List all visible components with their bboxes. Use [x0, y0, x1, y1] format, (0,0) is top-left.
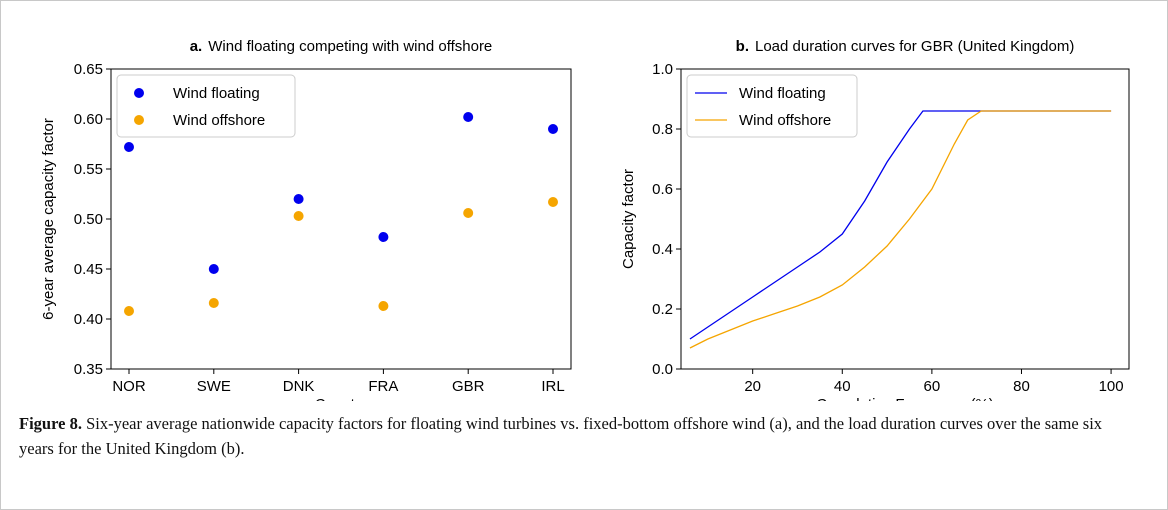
x-tick-label: DNK — [283, 378, 315, 395]
point — [548, 124, 558, 134]
chart-title: b. Load duration curves for GBR (United K… — [736, 38, 1075, 55]
caption-label: Figure 8. — [19, 414, 82, 433]
x-tick-label: 20 — [744, 378, 761, 395]
y-tick-label: 0.60 — [74, 111, 103, 128]
point — [548, 197, 558, 207]
legend-label: Wind offshore — [173, 112, 265, 129]
caption-text: Six-year average nationwide capacity fac… — [19, 414, 1103, 458]
line — [689, 110, 1112, 340]
y-tick-label: 0.55 — [74, 161, 103, 178]
y-tick-label: 0.4 — [652, 241, 673, 258]
line — [689, 110, 1112, 349]
legend-box — [116, 74, 296, 138]
x-tick-label: NOR — [112, 378, 146, 395]
y-tick-label: 0.35 — [74, 361, 103, 378]
y-tick-label: 0.0 — [652, 361, 673, 378]
y-tick-label: 0.8 — [652, 121, 673, 138]
point — [293, 211, 304, 221]
point — [463, 208, 474, 218]
y-tick-label: 0.50 — [74, 211, 103, 228]
point — [378, 232, 389, 242]
legend-box — [686, 74, 858, 138]
point — [124, 142, 134, 152]
panel-label: b. — [736, 38, 749, 55]
legend-label: Wind floating — [173, 85, 260, 102]
legend-marker — [134, 88, 144, 98]
x-tick-label: 80 — [1013, 378, 1030, 395]
axes-frame — [680, 68, 1130, 370]
x-tick-label: SWE — [197, 378, 231, 395]
title-text: Wind floating competing with wind offsho… — [208, 38, 492, 55]
caption: Figure 8. Six-year average nationwide ca… — [19, 411, 1129, 461]
x-tick-label: IRL — [541, 378, 564, 395]
y-axis-label: 6-year average capacity factor — [40, 118, 57, 320]
charts: a. Wind floating competing with wind offs… — [40, 38, 1130, 401]
point — [208, 298, 219, 308]
point — [463, 112, 474, 122]
y-tick-label: 0.40 — [74, 311, 103, 328]
x-tick-label: FRA — [368, 378, 398, 395]
y-tick-label: 1.0 — [652, 61, 673, 78]
x-tick-label: 40 — [834, 378, 851, 395]
chart-title: a. Wind floating competing with wind offs… — [190, 38, 493, 55]
panel-label: a. — [190, 38, 203, 55]
x-tick-label: GBR — [452, 378, 485, 395]
y-tick-label: 0.45 — [74, 261, 103, 278]
y-axis-label: Capacity factor — [620, 169, 637, 269]
y-tick-label: 0.2 — [652, 301, 673, 318]
y-tick-label: 0.65 — [74, 61, 103, 78]
legend-label: Wind offshore — [739, 112, 831, 129]
point — [293, 194, 304, 204]
title-text: Load duration curves for GBR (United Kin… — [755, 38, 1074, 55]
y-tick-label: 0.6 — [652, 181, 673, 198]
point — [124, 306, 134, 316]
x-axis-label: Cumulative Frequency (%) — [816, 396, 994, 401]
x-tick-label: 60 — [924, 378, 941, 395]
point — [378, 301, 389, 311]
x-axis-label: Country — [315, 396, 368, 401]
x-tick-label: 100 — [1099, 378, 1124, 395]
legend-marker — [134, 115, 144, 125]
legend-label: Wind floating — [739, 85, 826, 102]
point — [208, 264, 219, 274]
